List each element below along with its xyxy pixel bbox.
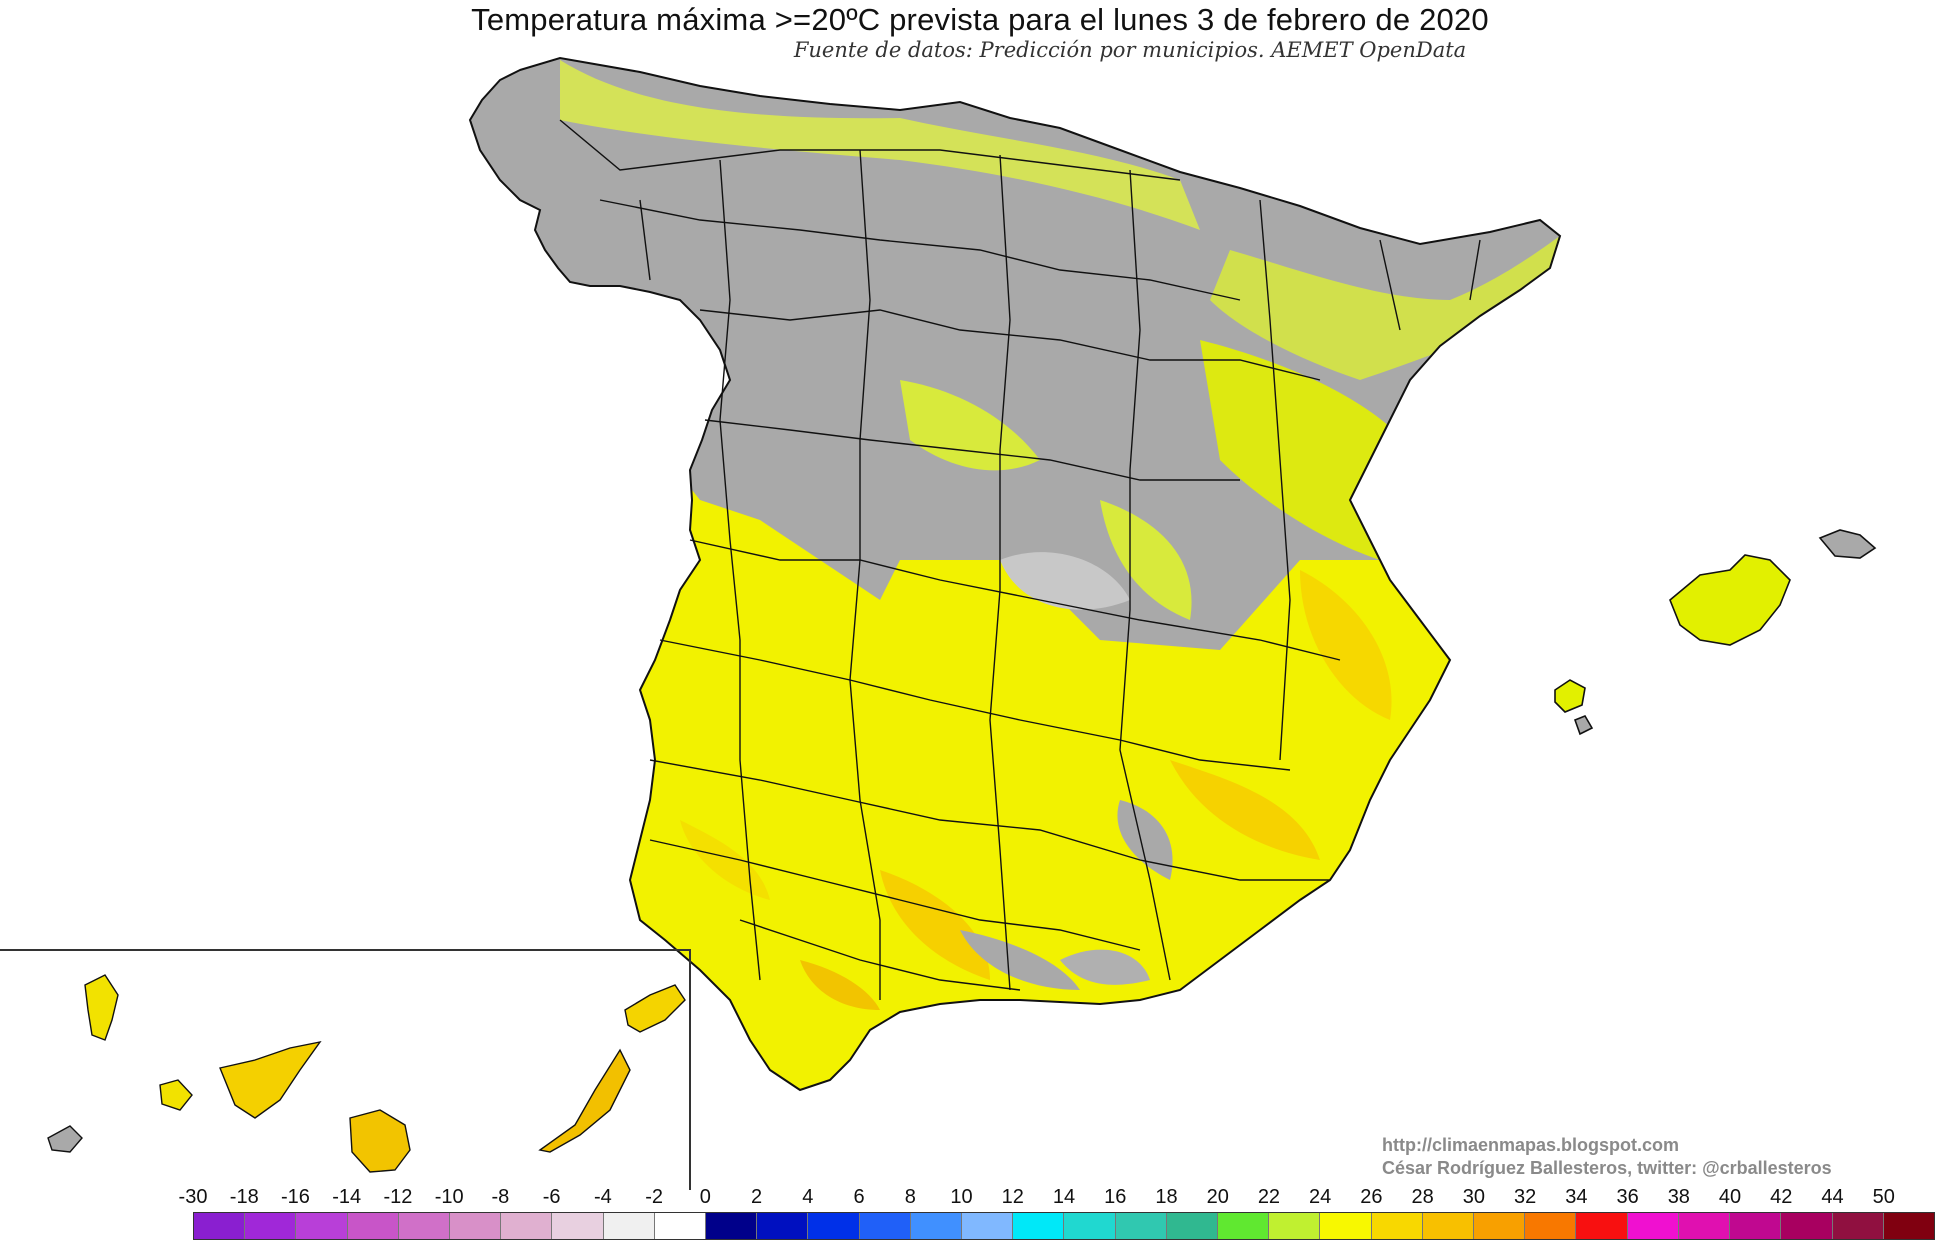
legend-label: 40 — [1718, 1186, 1742, 1208]
el-hierro-island — [47, 1125, 83, 1153]
legend-label: 6 — [853, 1186, 865, 1208]
credits: http://climaenmapas.blogspot.com César R… — [1382, 1134, 1832, 1180]
legend-color-bar — [193, 1212, 1935, 1240]
legend-label: -30 — [178, 1186, 208, 1208]
legend-swatch — [1115, 1213, 1167, 1239]
legend-label: 20 — [1206, 1186, 1229, 1208]
legend-swatch — [1781, 1213, 1833, 1239]
peninsula-map — [470, 58, 1560, 1090]
legend-swatch — [1832, 1213, 1884, 1239]
legend-label: -12 — [383, 1186, 413, 1208]
legend-label: 34 — [1565, 1186, 1588, 1208]
legend-label: 30 — [1462, 1186, 1485, 1208]
legend-swatch — [1525, 1213, 1577, 1239]
credits-url: http://climaenmapas.blogspot.com — [1382, 1135, 1680, 1155]
gran-canaria-island — [349, 1109, 411, 1173]
lanzarote-island — [624, 984, 686, 1033]
legend-label: 36 — [1616, 1186, 1639, 1208]
legend-swatch — [296, 1213, 348, 1239]
legend-swatch — [245, 1213, 297, 1239]
legend-swatch — [1678, 1213, 1731, 1239]
legend-swatch — [1576, 1213, 1628, 1239]
legend-label: 22 — [1257, 1186, 1281, 1208]
legend-label: 50 — [1872, 1186, 1895, 1208]
credits-author: César Rodríguez Ballesteros, twitter: @c… — [1382, 1158, 1832, 1178]
legend-swatch — [1627, 1213, 1679, 1239]
legend-swatch — [654, 1213, 707, 1239]
legend-label: 32 — [1513, 1186, 1537, 1208]
la-palma-island — [84, 974, 119, 1041]
data-source-subtitle: Fuente de datos: Predicción por municipi… — [793, 38, 1467, 62]
legend-labels: -30 -18 -16 -14 -12 -10 -8 -6 -4 -2 0 2 4 6 8 10 12 14 16 1… — [179, 1186, 1935, 1212]
legend-label: 26 — [1360, 1186, 1383, 1208]
legend-swatch — [552, 1213, 604, 1239]
legend-swatch — [1269, 1213, 1321, 1239]
legend-label: 24 — [1309, 1186, 1332, 1208]
legend-swatch — [808, 1213, 860, 1239]
legend-swatch — [450, 1213, 502, 1239]
temperature-map — [0, 57, 1877, 1190]
legend-swatch — [1730, 1213, 1782, 1239]
legend-swatch — [910, 1213, 963, 1239]
balearic-islands — [1554, 529, 1877, 736]
legend-swatch — [1013, 1213, 1065, 1239]
legend-label: 10 — [950, 1186, 973, 1208]
legend-label: 28 — [1411, 1186, 1434, 1208]
legend-swatch — [706, 1213, 758, 1239]
legend-swatch — [1320, 1213, 1372, 1239]
legend-swatch — [194, 1213, 246, 1239]
tenerife-island — [219, 1040, 322, 1119]
legend-label: 2 — [751, 1186, 763, 1208]
la-gomera-island — [159, 1079, 193, 1111]
legend-swatch — [1422, 1213, 1475, 1239]
legend-label: -18 — [229, 1186, 259, 1208]
legend-label: -8 — [491, 1186, 510, 1208]
legend-swatch — [1166, 1213, 1219, 1239]
legend-label: 8 — [904, 1186, 916, 1208]
legend-label: 38 — [1667, 1186, 1690, 1208]
legend-swatch — [1883, 1213, 1934, 1239]
legend-label: -6 — [542, 1186, 561, 1208]
legend-swatch — [1474, 1213, 1526, 1239]
legend-swatch — [501, 1213, 553, 1239]
legend-swatch — [962, 1213, 1014, 1239]
legend-label: -14 — [332, 1186, 362, 1208]
legend-label: 0 — [699, 1186, 711, 1208]
legend-swatch — [1218, 1213, 1270, 1239]
legend-label: 44 — [1821, 1186, 1844, 1208]
legend-swatch — [1371, 1213, 1423, 1239]
legend-label: 42 — [1770, 1186, 1793, 1208]
legend-label: 18 — [1155, 1186, 1178, 1208]
legend-label: 14 — [1052, 1186, 1076, 1208]
legend-label: 4 — [802, 1186, 814, 1208]
legend-label: -2 — [645, 1186, 664, 1208]
legend-swatch — [757, 1213, 809, 1239]
legend-swatch — [347, 1213, 399, 1239]
legend-label: 12 — [1001, 1186, 1024, 1208]
legend-swatch — [859, 1213, 911, 1239]
legend-swatch — [1064, 1213, 1116, 1239]
legend-label: -16 — [281, 1186, 310, 1208]
map-title: Temperatura máxima >=20ºC prevista para … — [471, 2, 1489, 37]
province-borders — [559, 119, 1481, 1000]
legend-swatch — [398, 1213, 451, 1239]
legend-label: -10 — [434, 1186, 464, 1208]
canary-islands-inset — [0, 949, 691, 1190]
legend-label: 16 — [1104, 1186, 1127, 1208]
legend-swatch — [603, 1213, 655, 1239]
fuerteventura-island — [538, 1048, 631, 1153]
color-legend: -30 -18 -16 -14 -12 -10 -8 -6 -4 -2 0 2 4 6 8 10 12 14 16 1… — [179, 1186, 1935, 1240]
legend-label: -4 — [593, 1186, 612, 1208]
